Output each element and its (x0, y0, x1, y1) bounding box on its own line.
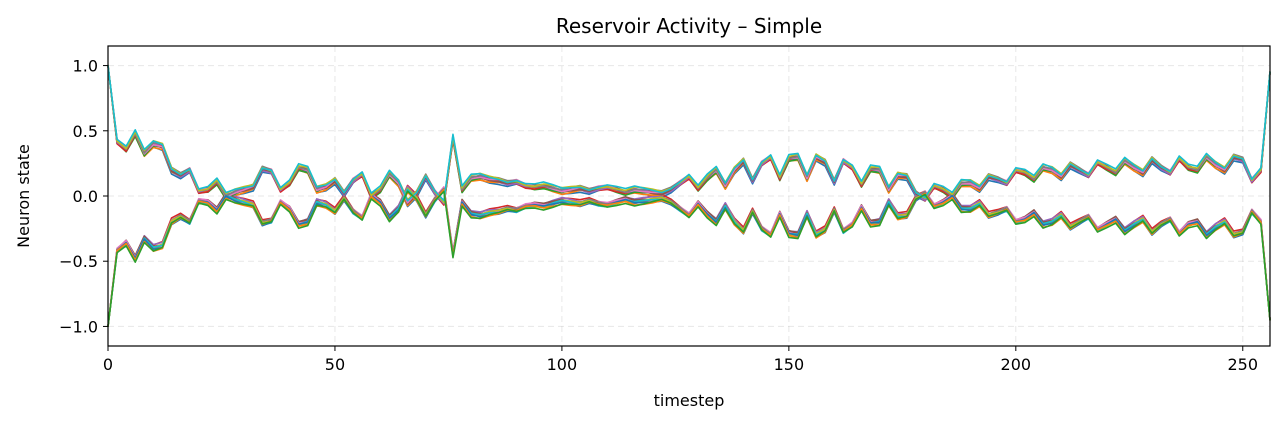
y-tick-label: 1.0 (73, 57, 98, 76)
neuron-trace-lower (107, 185, 1271, 328)
x-tick-label: 100 (547, 355, 578, 374)
neuron-trace-lower (107, 187, 1271, 328)
y-tick-label: 0.0 (73, 187, 98, 206)
neuron-trace-upper (107, 64, 1271, 202)
neuron-trace-lower (107, 188, 1271, 328)
neuron-trace-upper (107, 64, 1271, 207)
series-group (107, 64, 1271, 328)
neuron-trace-upper (107, 64, 1271, 205)
x-axis: 0 50 100 150 200 250 (103, 346, 1258, 374)
chart-title: Reservoir Activity – Simple (556, 14, 822, 38)
neuron-trace-lower (107, 187, 1271, 328)
y-axis: 1.0 0.5 0.0 −0.5 −1.0 (59, 57, 108, 336)
neuron-trace-upper (107, 64, 1271, 206)
x-tick-label: 150 (774, 355, 805, 374)
neuron-trace-upper (107, 64, 1271, 203)
neuron-trace-upper (107, 64, 1271, 206)
neuron-trace-upper (107, 64, 1271, 205)
x-tick-label: 250 (1227, 355, 1258, 374)
x-axis-label: timestep (654, 391, 725, 410)
y-tick-label: −0.5 (59, 252, 98, 271)
y-tick-label: −1.0 (59, 317, 98, 336)
neuron-trace-lower (107, 186, 1271, 328)
y-axis-label: Neuron state (14, 144, 33, 248)
y-tick-label: 0.5 (73, 122, 98, 141)
x-tick-label: 50 (325, 355, 345, 374)
neuron-trace-lower (107, 188, 1271, 328)
grid (107, 46, 1270, 346)
neuron-trace-lower (107, 189, 1271, 328)
neuron-trace-lower (107, 190, 1271, 328)
x-tick-label: 200 (1001, 355, 1032, 374)
neuron-trace-upper (107, 64, 1271, 204)
neuron-trace-upper (107, 64, 1271, 204)
neuron-trace-lower (107, 186, 1271, 328)
x-tick-label: 0 (103, 355, 113, 374)
